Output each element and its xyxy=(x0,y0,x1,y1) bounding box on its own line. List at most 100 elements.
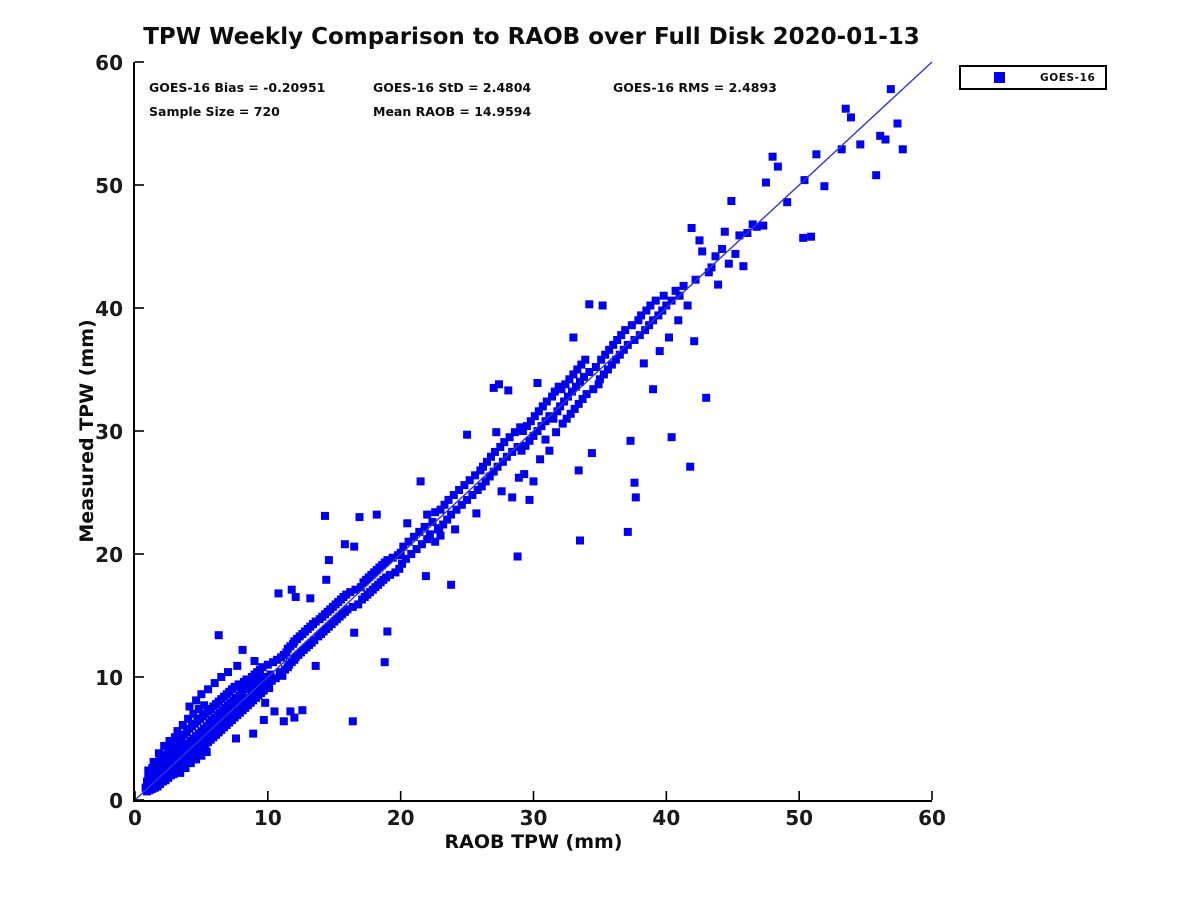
scatter-point xyxy=(234,680,243,689)
scatter-point xyxy=(425,530,434,539)
scatter-point xyxy=(267,676,276,685)
scatter-point xyxy=(605,345,614,354)
scatter-point xyxy=(173,727,182,736)
scatter-point xyxy=(541,417,550,426)
scatter-point xyxy=(350,628,359,637)
scatter-point xyxy=(731,249,740,258)
scatter-point xyxy=(847,113,855,122)
scatter-point xyxy=(702,393,711,402)
scatter-point xyxy=(695,236,704,245)
scatter-point xyxy=(562,414,571,423)
scatter-point xyxy=(502,452,511,461)
scatter-point xyxy=(380,658,389,667)
scatter-point xyxy=(637,311,646,320)
y-axis-label: Measured TPW (mm) xyxy=(76,319,98,543)
scatter-point xyxy=(214,631,223,640)
stat-std: GOES-16 StD = 2.4804 xyxy=(373,80,532,95)
scatter-point xyxy=(537,422,546,431)
legend: GOES-16 xyxy=(959,65,1107,90)
scatter-point xyxy=(646,301,655,310)
scatter-point xyxy=(481,477,490,486)
scatter-point xyxy=(667,296,676,305)
scatter-point xyxy=(160,741,169,750)
scatter-point xyxy=(455,486,464,494)
scatter-point xyxy=(533,379,542,387)
scatter-point xyxy=(558,419,567,428)
scatter-point xyxy=(495,380,503,389)
scatter-point xyxy=(603,365,612,374)
scatter-point xyxy=(872,171,881,180)
scatter-point xyxy=(395,564,404,573)
scatter-point xyxy=(263,660,272,669)
scatter-point xyxy=(200,701,209,710)
scatter-point xyxy=(192,696,201,705)
scatter-point xyxy=(291,593,300,601)
scatter-point xyxy=(667,433,676,442)
scatter-point xyxy=(856,140,865,149)
scatter-point xyxy=(683,301,692,310)
scatter-point xyxy=(270,707,279,716)
scatter-point xyxy=(154,749,163,758)
scatter-point xyxy=(711,252,720,261)
scatter-point xyxy=(609,340,618,349)
scatter-point xyxy=(278,671,287,680)
scatter-point xyxy=(504,386,513,395)
scatter-point xyxy=(580,372,588,381)
scatter-point xyxy=(412,545,421,554)
scatter-point xyxy=(224,668,232,677)
scatter-point xyxy=(520,470,529,479)
scatter-point xyxy=(452,505,461,514)
scatter-point xyxy=(627,321,636,330)
scatter-point xyxy=(599,370,608,379)
scatter-point xyxy=(662,301,671,310)
scatter-point xyxy=(621,326,630,335)
scatter-point xyxy=(510,428,519,437)
scatter-point xyxy=(691,275,700,284)
x-tick-label: 40 xyxy=(652,806,681,830)
scatter-point xyxy=(589,385,598,394)
scatter-point xyxy=(560,397,569,406)
scatter-point xyxy=(893,119,902,128)
scatter-point xyxy=(735,231,744,240)
scatter-point xyxy=(517,446,526,455)
scatter-point xyxy=(679,281,688,290)
scatter-point xyxy=(704,268,713,277)
scatter-point xyxy=(550,387,559,396)
scatter-point xyxy=(403,519,412,528)
scatter-point xyxy=(217,673,226,681)
scatter-point xyxy=(149,757,158,766)
y-tick-label: 20 xyxy=(95,543,123,567)
scatter-point xyxy=(773,162,782,171)
y-tick-label: 50 xyxy=(95,174,123,198)
scatter-point xyxy=(383,627,392,636)
scatter-point xyxy=(496,443,505,451)
scatter-point xyxy=(762,178,770,187)
scatter-point xyxy=(176,768,185,777)
scatter-point xyxy=(351,585,360,594)
scatter-point xyxy=(306,594,315,603)
x-axis-label: RAOB TPW (mm) xyxy=(444,831,623,853)
scatter-point xyxy=(439,520,448,529)
y-tick-label: 10 xyxy=(95,666,123,690)
scatter-point xyxy=(348,602,357,611)
scatter-point xyxy=(186,759,195,768)
scatter-point xyxy=(463,495,472,504)
scatter-point xyxy=(591,363,600,371)
scatter-point xyxy=(449,491,458,499)
y-tick-label: 60 xyxy=(95,51,123,75)
scatter-point xyxy=(577,360,586,369)
scatter-point xyxy=(690,337,699,346)
scatter-point xyxy=(569,333,578,342)
scatter-point xyxy=(635,331,644,340)
scatter-point xyxy=(714,280,723,289)
scatter-point xyxy=(581,355,590,364)
scatter-point xyxy=(886,85,895,94)
scatter-point xyxy=(561,380,570,389)
scatter-point xyxy=(287,585,296,594)
scatter-point xyxy=(356,583,365,592)
scatter-point xyxy=(611,355,620,364)
scatter-canvas xyxy=(134,61,933,801)
scatter-point xyxy=(807,232,816,241)
scatter-point xyxy=(485,472,494,481)
scatter-point xyxy=(396,548,405,557)
